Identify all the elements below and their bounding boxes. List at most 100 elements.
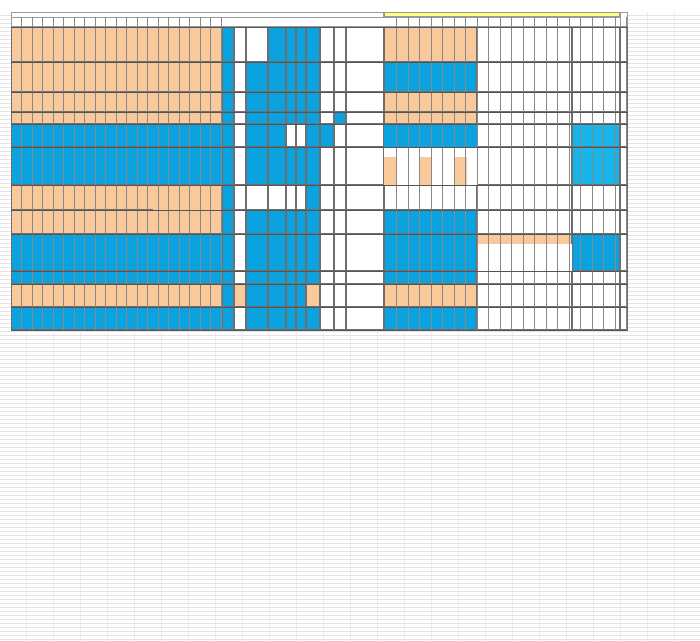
table-cell[interactable] [246,271,268,284]
table-cell[interactable] [286,185,296,210]
table-cell[interactable] [246,185,268,210]
table-cell[interactable] [11,27,222,62]
table-cell[interactable] [268,307,286,330]
table-cell[interactable] [296,185,306,210]
table-cell[interactable] [320,185,334,210]
table-cell[interactable] [268,62,286,92]
table-cell[interactable] [234,147,246,185]
table-cell[interactable] [246,112,268,124]
table-cell[interactable] [346,124,384,147]
table-cell[interactable] [234,284,246,307]
table-cell[interactable] [320,62,334,92]
table-cell[interactable] [346,284,384,307]
table-cell[interactable] [346,210,384,234]
table-cell[interactable] [334,92,346,112]
table-cell[interactable] [246,210,268,234]
table-cell[interactable] [346,62,384,92]
table-cell[interactable] [246,307,268,330]
table-cell[interactable] [222,92,234,112]
table-cell[interactable] [286,92,296,112]
table-cell[interactable] [246,124,268,147]
table-cell[interactable] [268,271,286,284]
table-cell[interactable] [334,124,346,147]
table-cell[interactable] [334,271,346,284]
table-cell[interactable] [296,271,306,284]
table-cell[interactable] [222,284,234,307]
table-cell[interactable] [246,234,268,271]
table-cell[interactable] [320,284,334,307]
table-cell[interactable] [296,124,306,147]
table-cell[interactable] [234,210,246,234]
table-cell[interactable] [222,62,234,92]
table-cell[interactable] [246,284,268,307]
table-cell[interactable] [296,234,306,271]
table-cell[interactable] [234,271,246,284]
table-cell[interactable] [306,27,320,62]
table-cell[interactable] [296,27,306,62]
table-cell[interactable] [246,27,268,62]
table-cell[interactable] [306,124,320,147]
table-cell[interactable] [268,112,286,124]
table-cell[interactable] [320,307,334,330]
table-cell[interactable] [246,147,268,185]
table-cell[interactable] [306,185,320,210]
table-cell[interactable] [334,307,346,330]
table-cell[interactable] [234,27,246,62]
table-cell[interactable] [346,234,384,271]
table-cell[interactable] [222,210,234,234]
table-cell[interactable] [334,27,346,62]
table-cell[interactable] [286,307,296,330]
table-cell[interactable] [234,185,246,210]
table-cell[interactable] [268,284,286,307]
table-cell[interactable] [334,112,346,124]
table-cell[interactable] [222,307,234,330]
table-cell[interactable] [268,210,286,234]
table-cell[interactable] [306,92,320,112]
table-cell[interactable] [286,124,296,147]
table-cell[interactable] [286,112,296,124]
table-cell[interactable] [420,157,432,185]
table-cell[interactable] [286,210,296,234]
table-cell[interactable] [346,112,384,124]
table-cell[interactable] [222,234,234,271]
table-cell[interactable] [334,284,346,307]
table-cell[interactable] [320,112,334,124]
table-cell[interactable] [246,92,268,112]
table-cell[interactable] [346,92,384,112]
table-cell[interactable] [306,62,320,92]
table-cell[interactable] [334,185,346,210]
table-cell[interactable] [286,234,296,271]
table-cell[interactable] [384,157,396,185]
table-cell[interactable] [334,62,346,92]
table-cell[interactable] [320,234,334,271]
table-cell[interactable] [320,124,334,147]
table-cell[interactable] [246,62,268,92]
table-cell[interactable] [306,271,320,284]
table-cell[interactable] [477,244,572,271]
table-cell[interactable] [346,307,384,330]
table-cell[interactable] [286,284,296,307]
table-cell[interactable] [268,185,286,210]
table-cell[interactable] [334,147,346,185]
table-cell[interactable] [296,307,306,330]
table-cell[interactable] [234,234,246,271]
table-cell[interactable] [268,27,286,62]
table-cell[interactable] [222,124,234,147]
table-cell[interactable] [268,92,286,112]
table-cell[interactable] [222,185,234,210]
table-cell[interactable] [346,271,384,284]
table-cell[interactable] [306,112,320,124]
table-cell[interactable] [320,210,334,234]
table-cell[interactable] [234,124,246,147]
table-cell[interactable] [346,147,384,185]
table-cell[interactable] [334,234,346,271]
table-cell[interactable] [286,62,296,92]
table-cell[interactable] [320,147,334,185]
header-right-title-band[interactable] [384,12,620,17]
table-cell[interactable] [455,157,467,185]
table-cell[interactable] [320,27,334,62]
table-cell[interactable] [334,210,346,234]
table-cell[interactable] [222,147,234,185]
